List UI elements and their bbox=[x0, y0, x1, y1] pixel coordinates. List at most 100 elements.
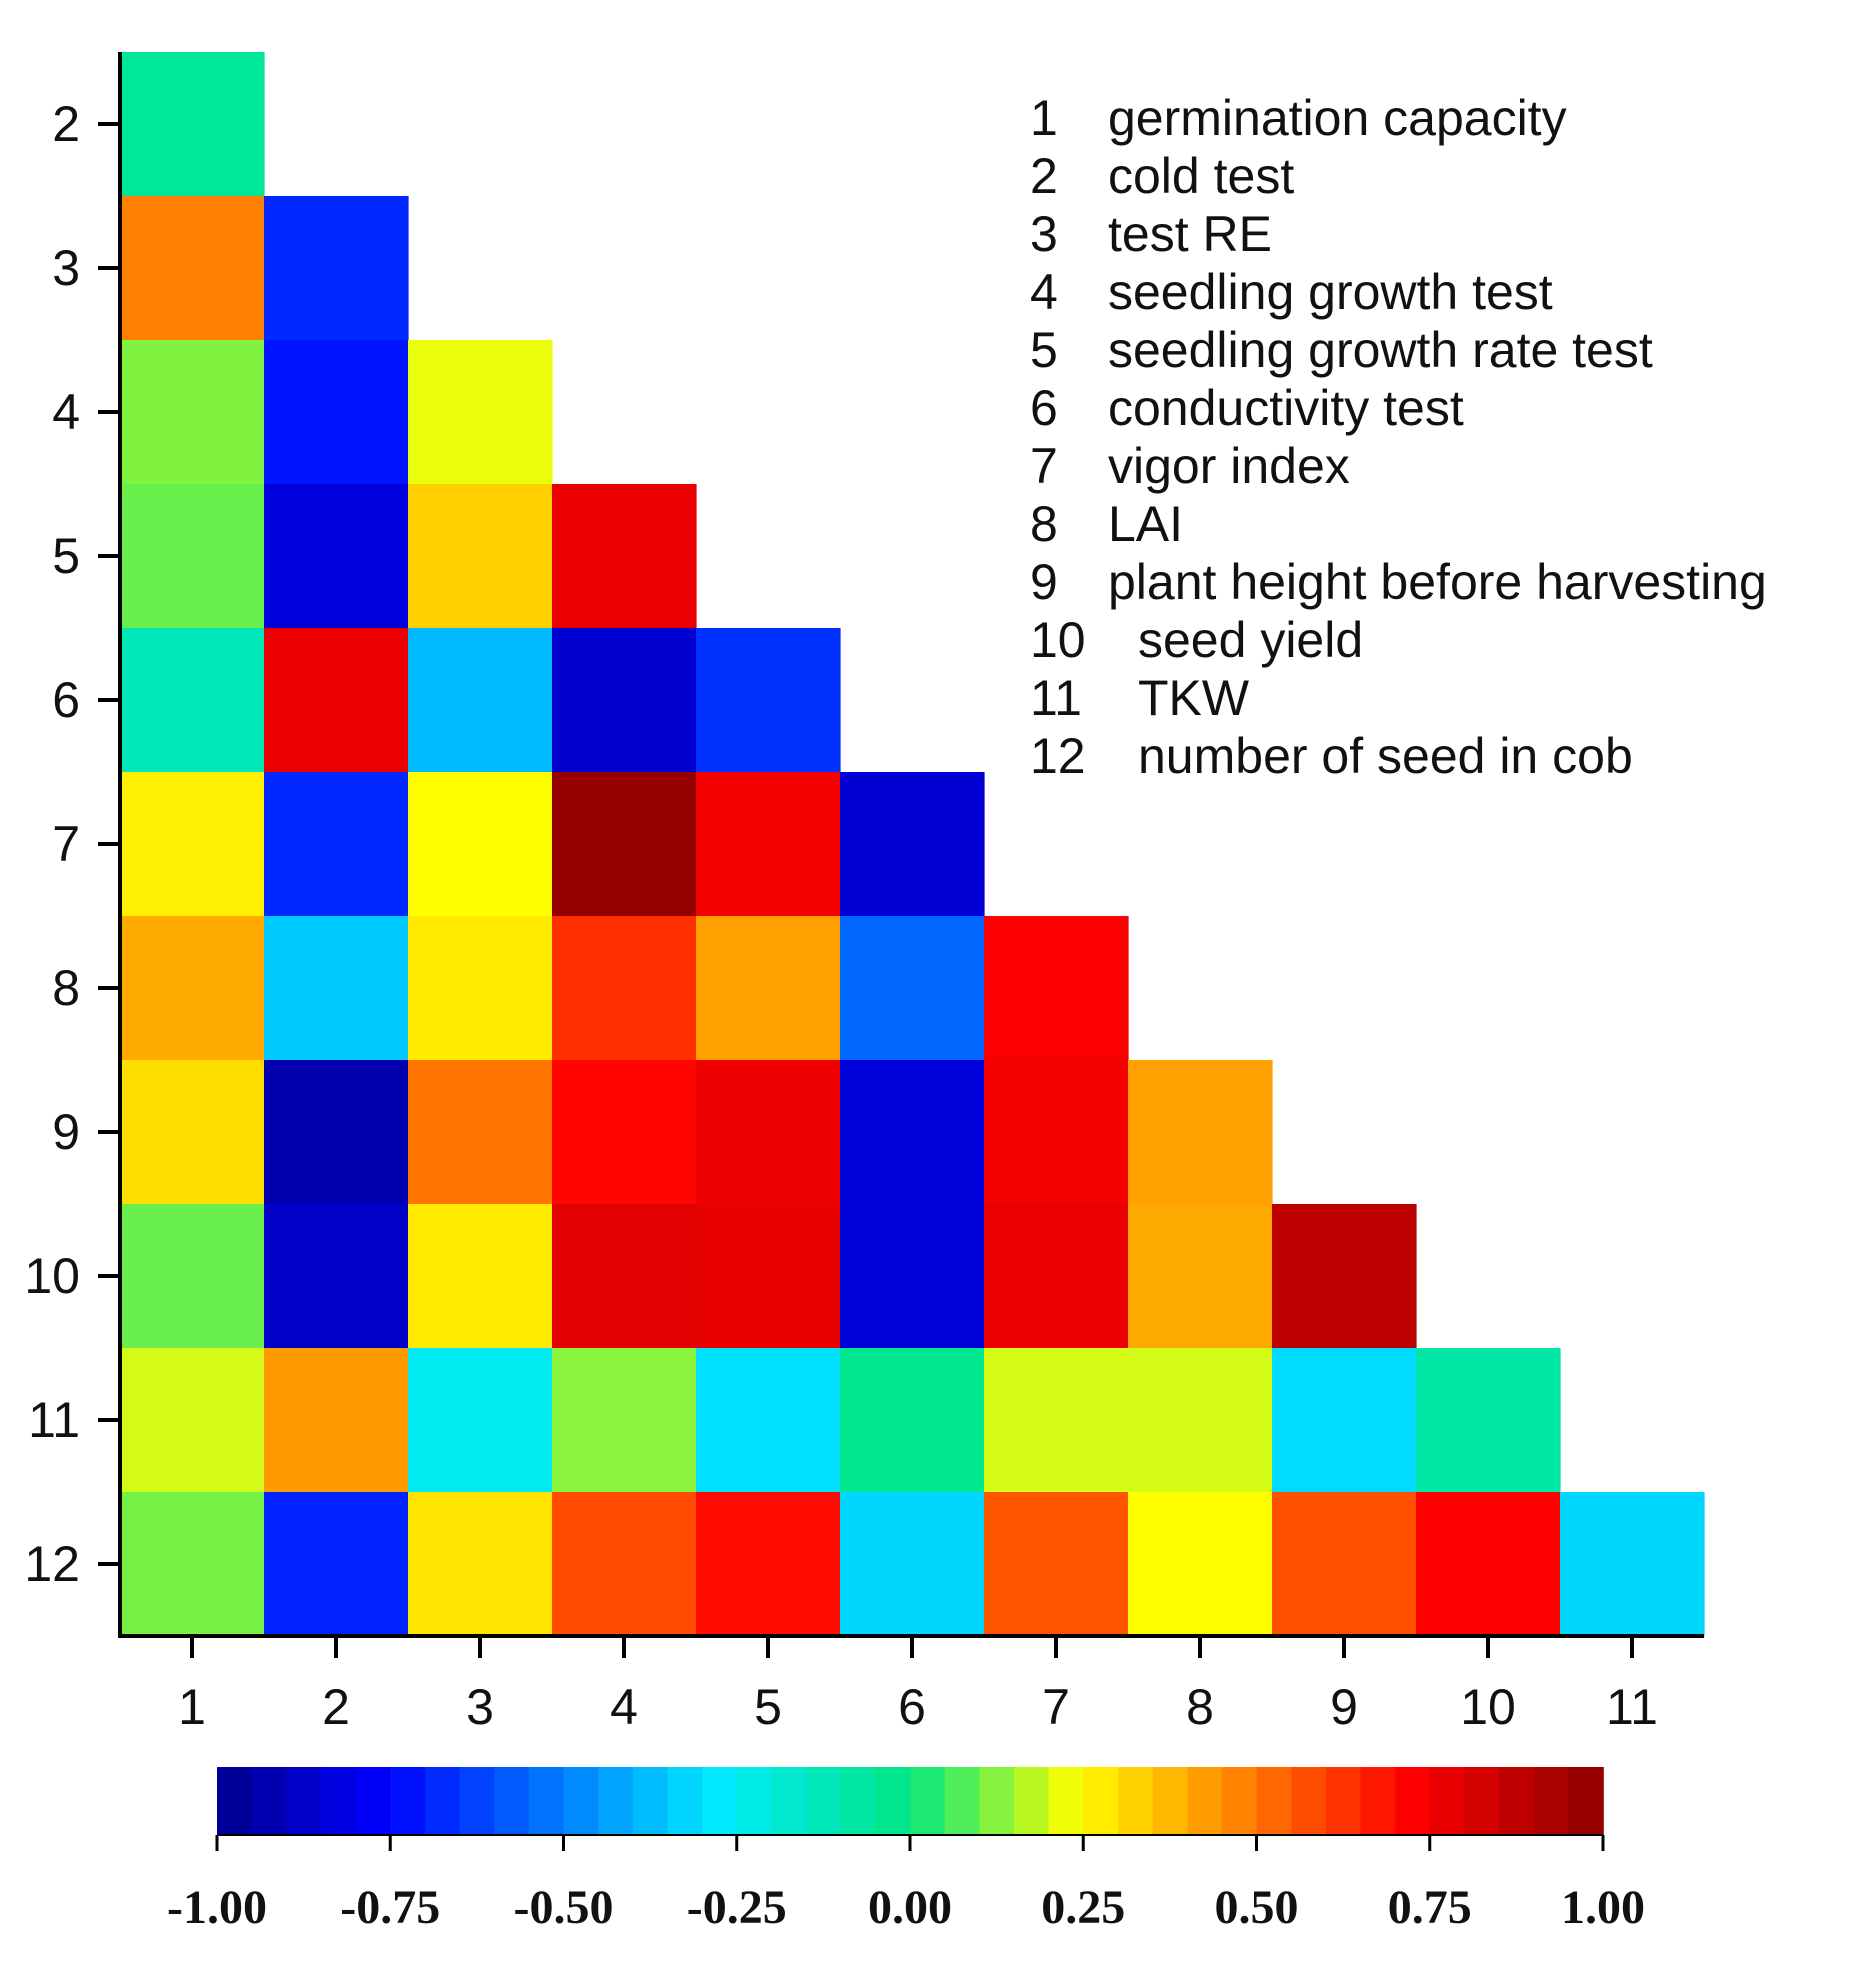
heatmap-cell-12-1 bbox=[120, 1492, 265, 1637]
colorbar-segment bbox=[1152, 1767, 1188, 1835]
legend-label-9: plant height before harvesting bbox=[1108, 554, 1767, 610]
heatmap-cell-11-7 bbox=[984, 1348, 1129, 1493]
heatmap-cell-12-6 bbox=[840, 1492, 985, 1637]
heatmap-cell-4-2 bbox=[264, 340, 409, 485]
heatmap-cell-9-7 bbox=[984, 1060, 1129, 1205]
colorbar-segment bbox=[1117, 1767, 1154, 1835]
colorbar-segment bbox=[251, 1767, 288, 1835]
heatmap-cell-9-3 bbox=[408, 1060, 553, 1205]
colorbar-segment bbox=[1429, 1767, 1466, 1835]
heatmap-cell-8-2 bbox=[264, 916, 409, 1061]
heatmap-cell-11-3 bbox=[408, 1348, 553, 1493]
heatmap-cell-11-1 bbox=[120, 1348, 265, 1493]
y-tick-label-3: 3 bbox=[52, 240, 80, 296]
heatmap-cell-8-4 bbox=[552, 916, 697, 1061]
colorbar-segment bbox=[459, 1767, 495, 1835]
x-tick-label-7: 7 bbox=[1042, 1679, 1070, 1735]
heatmap-cell-12-10 bbox=[1416, 1492, 1561, 1637]
colorbar-tick-label: 1.00 bbox=[1561, 1881, 1645, 1934]
legend-label-3: test RE bbox=[1108, 206, 1272, 262]
heatmap-cell-5-1 bbox=[120, 484, 265, 629]
legend-number-2: 2 bbox=[1030, 148, 1058, 204]
x-tick-label-1: 1 bbox=[178, 1679, 206, 1735]
legend-label-12: number of seed in cob bbox=[1138, 728, 1633, 784]
heatmap-cell-12-7 bbox=[984, 1492, 1129, 1637]
heatmap-cell-8-1 bbox=[120, 916, 265, 1061]
colorbar-tick-label: 0.75 bbox=[1388, 1881, 1472, 1934]
heatmap-cell-7-6 bbox=[840, 772, 985, 917]
colorbar-segment bbox=[1360, 1767, 1396, 1835]
colorbar-segment bbox=[355, 1767, 392, 1835]
colorbar-segment bbox=[286, 1767, 322, 1835]
colorbar: -1.00 -0.75 -0.50 -0.25 0.00 0.25 0.50 0.75 1.00 bbox=[167, 1767, 1645, 1934]
heatmap-cell-6-4 bbox=[552, 628, 697, 773]
colorbar-segment bbox=[1083, 1767, 1119, 1835]
heatmap-cell-6-1 bbox=[120, 628, 265, 773]
heatmap-cell-3-2 bbox=[264, 196, 409, 341]
heatmap-cell-12-5 bbox=[696, 1492, 841, 1637]
legend-number-3: 3 bbox=[1030, 206, 1058, 262]
heatmap-cell-7-5 bbox=[696, 772, 841, 917]
y-tick-label-4: 4 bbox=[52, 384, 80, 440]
heatmap-cell-10-4 bbox=[552, 1204, 697, 1349]
colorbar-segment bbox=[1256, 1767, 1292, 1835]
heatmap-cell-8-7 bbox=[984, 916, 1129, 1061]
colorbar-segment bbox=[320, 1767, 357, 1835]
heatmap-cell-11-8 bbox=[1128, 1348, 1273, 1493]
heatmap-cell-10-2 bbox=[264, 1204, 409, 1349]
colorbar-segment bbox=[563, 1767, 599, 1835]
heatmap-cell-5-3 bbox=[408, 484, 553, 629]
heatmap-cell-10-9 bbox=[1272, 1204, 1417, 1349]
colorbar-segment bbox=[1464, 1767, 1500, 1835]
heatmap-cell-9-8 bbox=[1128, 1060, 1273, 1205]
heatmap-cell-5-2 bbox=[264, 484, 409, 629]
colorbar-segment bbox=[806, 1767, 842, 1835]
colorbar-segment bbox=[979, 1767, 1015, 1835]
x-tick-label-6: 6 bbox=[898, 1679, 926, 1735]
heatmap-cell-4-1 bbox=[120, 340, 265, 485]
variable-legend: 1 germination capacity 2 cold test 3 test RE 4… bbox=[1030, 90, 1767, 784]
legend-label-6: conductivity test bbox=[1108, 380, 1464, 436]
y-tick-label-11: 11 bbox=[28, 1392, 80, 1448]
colorbar-segment bbox=[598, 1767, 634, 1835]
legend-number-10: 10 bbox=[1030, 612, 1086, 668]
colorbar-segment bbox=[1048, 1767, 1085, 1835]
y-tick-label-5: 5 bbox=[52, 528, 80, 584]
heatmap-cell-11-5 bbox=[696, 1348, 841, 1493]
colorbar-segment bbox=[1395, 1767, 1431, 1835]
heatmap-cell-10-5 bbox=[696, 1204, 841, 1349]
colorbar-tick-label: -0.50 bbox=[514, 1881, 614, 1934]
colorbar-segment bbox=[528, 1767, 565, 1835]
x-tick-label-11: 11 bbox=[1606, 1679, 1658, 1735]
heatmap-cell-7-4 bbox=[552, 772, 697, 917]
colorbar-segment bbox=[944, 1767, 981, 1835]
legend-number-6: 6 bbox=[1030, 380, 1058, 436]
x-tick-label-2: 2 bbox=[322, 1679, 350, 1735]
x-tick-label-3: 3 bbox=[466, 1679, 494, 1735]
y-tick-label-8: 8 bbox=[52, 960, 80, 1016]
colorbar-segment bbox=[875, 1767, 911, 1835]
legend-label-5: seedling growth rate test bbox=[1108, 322, 1653, 378]
heatmap-cell-12-11 bbox=[1560, 1492, 1705, 1637]
colorbar-segment bbox=[217, 1767, 253, 1835]
heatmap-cell-11-10 bbox=[1416, 1348, 1561, 1493]
heatmap-cell-6-5 bbox=[696, 628, 841, 773]
y-tick-label-12: 12 bbox=[24, 1536, 80, 1592]
heatmap-cell-10-1 bbox=[120, 1204, 265, 1349]
heatmap-cell-12-2 bbox=[264, 1492, 409, 1637]
x-tick-label-4: 4 bbox=[610, 1679, 638, 1735]
colorbar-tick-label: -1.00 bbox=[167, 1881, 267, 1934]
colorbar-segment bbox=[1013, 1767, 1050, 1835]
colorbar-segment bbox=[390, 1767, 426, 1835]
heatmap-cell-10-8 bbox=[1128, 1204, 1273, 1349]
colorbar-segment bbox=[910, 1767, 946, 1835]
heatmap-cell-7-2 bbox=[264, 772, 409, 917]
x-tick-label-5: 5 bbox=[754, 1679, 782, 1735]
x-tick-label-8: 8 bbox=[1186, 1679, 1214, 1735]
legend-label-4: seedling growth test bbox=[1108, 264, 1553, 320]
x-tick-label-9: 9 bbox=[1330, 1679, 1358, 1735]
legend-label-8: LAI bbox=[1108, 496, 1183, 552]
y-tick-label-6: 6 bbox=[52, 672, 80, 728]
colorbar-segment bbox=[840, 1767, 877, 1835]
colorbar-segment bbox=[1291, 1767, 1327, 1835]
